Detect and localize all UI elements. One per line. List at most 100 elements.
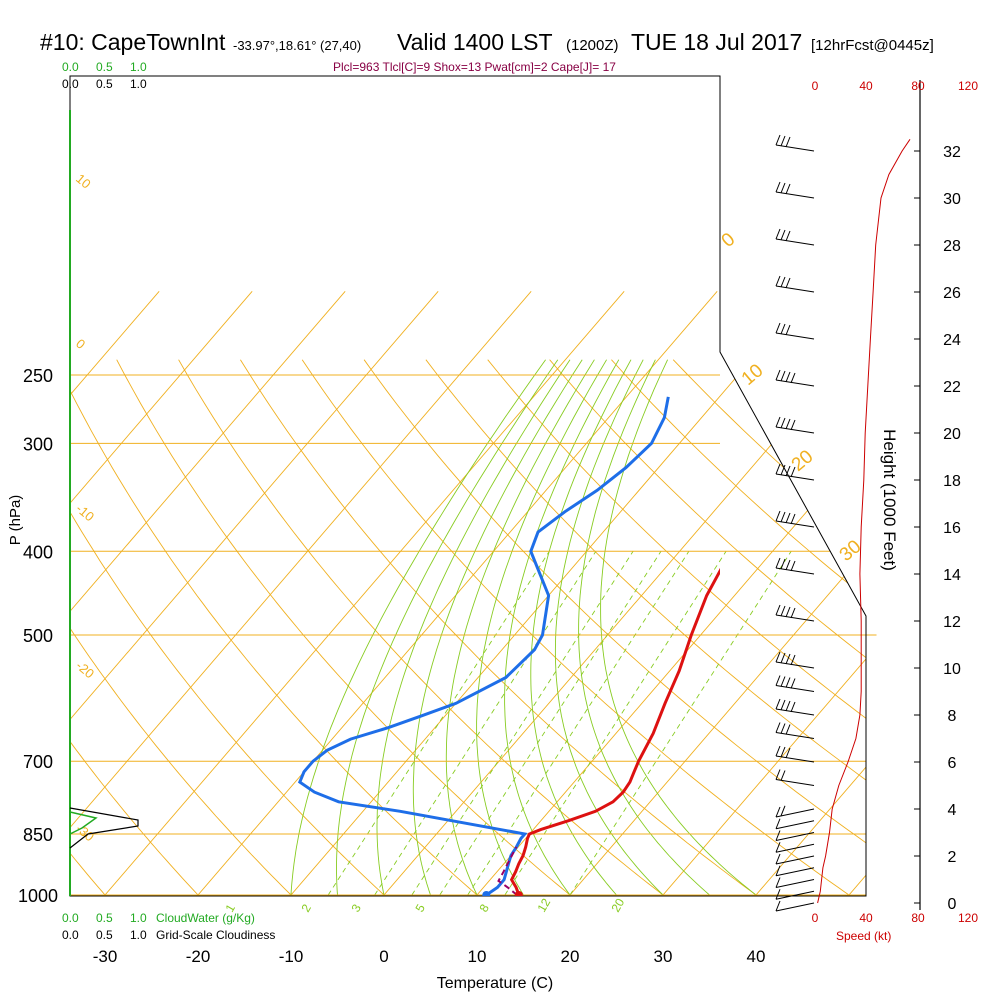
wind-barb-flag (775, 889, 781, 900)
moist-adiabat-line (376, 359, 571, 896)
cloud-water-profile (69, 811, 98, 835)
wind-barb-staff (775, 820, 815, 830)
isotherm-label: 0 (73, 336, 88, 352)
plot-border (69, 75, 867, 897)
isotherm-line (70, 291, 532, 896)
wind-barb-staff (775, 902, 815, 912)
wind-barb (775, 134, 815, 152)
cloud-water-tick-top: 0.5 (96, 60, 113, 74)
dry-adiabat-line (425, 359, 866, 896)
wind-barb-flag (785, 230, 791, 242)
cloud-water-title: CloudWater (g/Kg) (156, 911, 255, 925)
cloud-water-tick-bottom: 0.5 (96, 911, 113, 925)
height-tick-label: 22 (943, 379, 961, 396)
wind-barb-flag (775, 698, 781, 710)
speed-axis-title: Speed (kt) (836, 929, 891, 943)
wind-barb (775, 900, 815, 912)
wind-barb-staff (775, 843, 815, 853)
wind-barb-flag (790, 372, 796, 384)
cloudiness-tick-bottom: 0.5 (96, 928, 113, 942)
moist-adiabat-line (504, 359, 620, 896)
wind-barb-flag (780, 805, 786, 816)
wind-barb-flag (775, 745, 781, 757)
wind-barb-flag (785, 324, 791, 336)
height-tick-label: 20 (943, 426, 961, 443)
wind-barb-staff (775, 661, 815, 669)
wind-barb-staff (775, 285, 815, 293)
wind-barb-staff (775, 473, 815, 481)
wind-barb-flag (775, 510, 781, 522)
wind-barb (775, 722, 815, 739)
mixing-ratio-label: 2 (298, 901, 314, 914)
wind-barb-staff (775, 567, 815, 575)
wind-barb-flag (790, 654, 796, 666)
wind-barb-flag (775, 416, 781, 428)
wind-barb (775, 853, 815, 865)
height-tick-label: 30 (943, 191, 961, 208)
wind-barb-flag (785, 371, 791, 383)
plot-frame (69, 75, 877, 897)
wind-barb-flag (775, 877, 781, 888)
height-tick-label: 18 (943, 473, 961, 490)
wind-barb-flag (790, 678, 796, 689)
wind-barb-flag (785, 724, 791, 735)
wind-barb-flag (790, 513, 796, 525)
temperature-tick-label: 30 (654, 947, 673, 966)
utc-text: (1200Z) (566, 37, 619, 54)
date-text: TUE 18 Jul 2017 (631, 29, 802, 55)
wind-barb (775, 698, 815, 716)
parcel-line (497, 846, 518, 896)
wind-barb-staff (775, 614, 815, 622)
wind-barb-flag (775, 369, 781, 381)
wind-barb-flag (780, 723, 786, 734)
wind-barb-flag (785, 418, 791, 430)
cloudiness-profile (69, 807, 139, 849)
wind-barb (775, 675, 815, 692)
wind-barb (775, 889, 815, 900)
wind-barb-flag (780, 605, 786, 617)
surface-dewpoint-dot (482, 891, 491, 896)
cloud-water-tick-top: 0.0 (62, 60, 79, 74)
wind-barb (775, 651, 815, 669)
wind-barb (775, 228, 815, 246)
coords-text: -33.97°,18.61° (27,40) (233, 38, 361, 53)
pressure-axis-title: P (hPa) (7, 495, 24, 546)
wind-barb-staff (775, 808, 815, 818)
wind-barb-flag (790, 607, 796, 619)
wind-barb-flag (780, 464, 786, 476)
height-tick-label: 14 (943, 567, 961, 584)
sounding-lines (297, 396, 720, 896)
moist-adiabat-line (336, 359, 559, 896)
dry-adiabat-line (116, 359, 593, 896)
isotherm-line (739, 291, 866, 896)
wind-barb-staff (775, 379, 815, 387)
height-tick-label: 32 (943, 144, 961, 161)
mixing-ratio-label: 5 (412, 901, 428, 914)
height-tick-label: 12 (943, 614, 961, 631)
isotherm-label: 10 (73, 171, 94, 192)
wind-barb-flag (785, 653, 791, 665)
moist-adiabat-line (412, 359, 583, 896)
moist-adiabat-line (445, 359, 595, 896)
wind-barb-flag (785, 700, 791, 712)
wind-barb-flag (775, 806, 781, 818)
wind-barb-staff (775, 890, 815, 900)
wind-barb-flag (780, 746, 786, 758)
mixing-ratio-line (569, 551, 792, 896)
cloud-water-tick-top: 1.0 (130, 60, 147, 74)
pressure-tick-label: 700 (23, 752, 53, 772)
speed-tick-bottom: 80 (911, 911, 925, 925)
wind-barb-flag (775, 865, 781, 876)
wind-barb-flag (785, 136, 791, 148)
isotherm-line (553, 291, 866, 896)
wind-barb-flag (790, 701, 796, 713)
wind-barb (775, 416, 815, 434)
wind-barb-flag (785, 512, 791, 524)
moist-adiabat-line (289, 359, 546, 896)
wind-barb-flag (775, 557, 781, 569)
wind-barb-flag (780, 699, 786, 711)
cloud-panel: 0.0 0.0 0.0 0.0 0.5 0.5 0.5 0.5 1.0 1.0 1.0 1.0 (62, 60, 147, 942)
mixing-ratio-label: 20 (608, 896, 627, 915)
temperature-tick-label: 0 (379, 947, 388, 966)
pressure-tick-label: 300 (23, 434, 53, 454)
